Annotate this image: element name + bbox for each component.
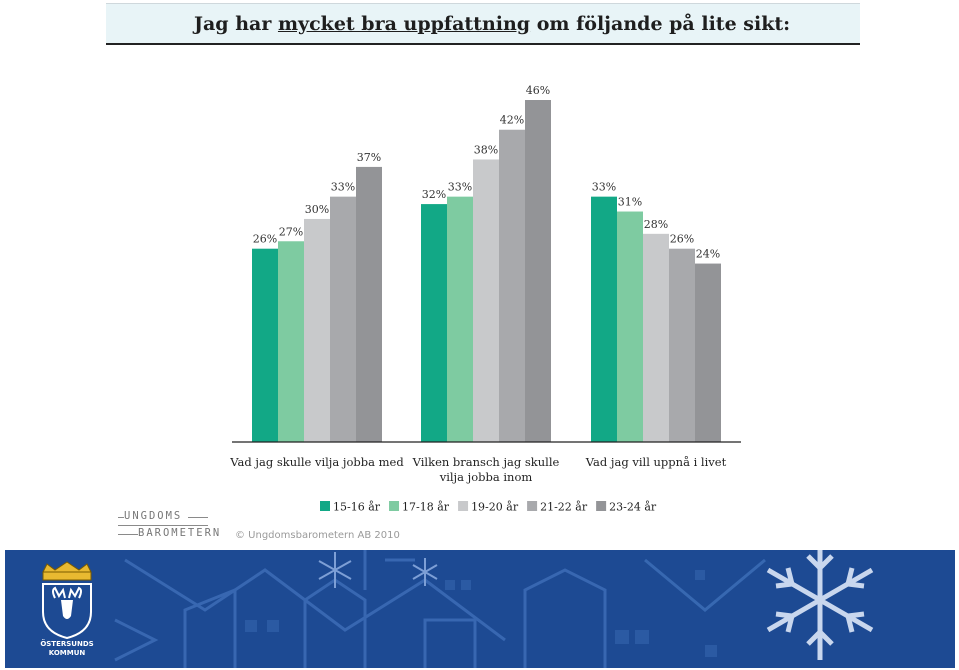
- bar-1-3: [304, 218, 330, 442]
- data-label-3-5: 24%: [696, 248, 720, 261]
- data-label-1-1: 26%: [253, 233, 277, 246]
- legend-label-5: 23-24 år: [609, 501, 657, 514]
- data-label-1-4: 33%: [331, 181, 355, 194]
- category-label-2-line-1: Vilken bransch jag skulle: [412, 455, 560, 469]
- municipality-line-1: ÖSTERSUNDS: [40, 640, 94, 648]
- data-label-3-4: 26%: [670, 233, 694, 246]
- legend-label-2: 17-18 år: [402, 501, 450, 514]
- slide-title: Jag har mycket bra uppfattning om följan…: [106, 3, 860, 45]
- data-label-3-3: 28%: [644, 218, 668, 231]
- data-label-2-2: 33%: [448, 181, 472, 194]
- bar-2-4: [499, 129, 525, 442]
- bar-3-1: [591, 196, 617, 442]
- city-pattern-graphic: [114, 550, 874, 668]
- bar-1-1: [252, 248, 278, 442]
- logo-line-2: BAROMETERN: [138, 527, 222, 539]
- category-label-2-line-2: vilja jobba inom: [439, 470, 533, 484]
- legend-label-1: 15-16 år: [333, 501, 381, 514]
- bar-2-3: [473, 159, 499, 442]
- data-label-2-5: 46%: [526, 84, 550, 97]
- footer-banner: [5, 550, 955, 668]
- bar-2-5: [525, 100, 551, 442]
- data-label-2-4: 42%: [500, 114, 524, 127]
- bar-chart: 26%27%30%33%37%Vad jag skulle vilja jobb…: [229, 84, 741, 514]
- title-part-1: Jag har: [194, 12, 278, 35]
- data-label-1-5: 37%: [357, 151, 381, 164]
- bar-2-2: [447, 196, 473, 442]
- legend-swatch-4: [527, 501, 538, 511]
- copyright-text: © Ungdomsbarometern AB 2010: [235, 530, 400, 541]
- data-label-3-1: 33%: [592, 181, 616, 194]
- moose-shield-icon: [42, 561, 92, 640]
- ostersunds-kommun-crest: ÖSTERSUNDS KOMMUN: [33, 560, 101, 664]
- legend-swatch-3: [458, 501, 469, 511]
- data-label-1-3: 30%: [305, 203, 329, 216]
- ungdomsbarometern-logo: UNGDOMS BAROMETERN: [118, 508, 236, 544]
- category-label-1: Vad jag skulle vilja jobba med: [229, 455, 404, 469]
- data-label-1-2: 27%: [279, 225, 303, 238]
- bar-1-2: [278, 241, 304, 442]
- municipality-line-2: KOMMUN: [48, 649, 86, 657]
- category-label-3: Vad jag vill uppnå i livet: [585, 455, 727, 469]
- legend-swatch-1: [320, 501, 330, 511]
- data-label-3-2: 31%: [618, 196, 642, 209]
- bar-3-2: [617, 211, 643, 442]
- title-part-2: om följande på lite sikt:: [530, 12, 791, 35]
- logo-line-1: UNGDOMS: [124, 510, 183, 522]
- bar-1-5: [356, 166, 382, 443]
- legend-label-4: 21-22 år: [540, 501, 588, 514]
- snowflake-graphic: [766, 550, 874, 660]
- data-label-2-3: 38%: [474, 143, 498, 156]
- legend-label-3: 19-20 år: [471, 501, 519, 514]
- bar-3-5: [695, 263, 721, 442]
- bar-1-4: [330, 196, 356, 442]
- bar-2-1: [421, 204, 447, 442]
- data-label-2-1: 32%: [422, 188, 446, 201]
- bar-3-4: [669, 248, 695, 442]
- legend-swatch-2: [389, 501, 400, 511]
- bar-3-3: [643, 233, 669, 442]
- title-underlined: mycket bra uppfattning: [277, 12, 531, 35]
- legend-swatch-5: [596, 501, 607, 511]
